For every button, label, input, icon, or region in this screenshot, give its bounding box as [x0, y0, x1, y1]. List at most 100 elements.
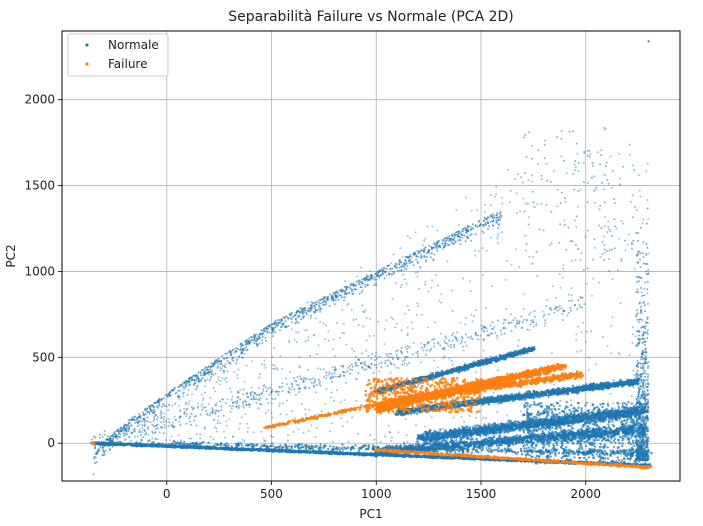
normale-point	[444, 335, 447, 338]
normale-point	[380, 273, 383, 276]
normale-point	[154, 410, 157, 413]
normale-point	[631, 216, 634, 219]
normale-point	[553, 311, 556, 314]
normale-point	[610, 324, 613, 327]
normale-point	[350, 290, 353, 293]
normale-point	[347, 302, 350, 305]
normale-point	[346, 420, 349, 423]
normale-point	[508, 321, 511, 324]
normale-point	[285, 383, 288, 386]
normale-point	[381, 271, 384, 274]
normale-point	[370, 357, 373, 360]
normale-point	[272, 335, 274, 338]
normale-point	[575, 142, 578, 145]
normale-point	[237, 391, 239, 394]
normale-point	[272, 435, 274, 438]
normale-point	[201, 377, 204, 379]
normale-point	[465, 344, 468, 347]
normale-point	[637, 387, 640, 390]
normale-point	[561, 276, 564, 279]
normale-point	[502, 322, 505, 325]
normale-point	[290, 318, 293, 321]
normale-point	[205, 368, 208, 371]
normale-point	[191, 377, 193, 380]
normale-point	[433, 253, 436, 256]
normale-point	[575, 339, 578, 342]
normale-point	[160, 425, 163, 428]
normale-point	[644, 375, 647, 378]
normale-point	[156, 427, 159, 430]
normale-point	[396, 266, 398, 269]
normale-point	[224, 352, 227, 355]
normale-point	[401, 352, 404, 355]
normale-point	[487, 334, 489, 337]
normale-point	[647, 373, 650, 376]
normale-point	[313, 334, 316, 337]
normale-point	[324, 403, 327, 405]
normale-point	[202, 368, 204, 371]
normale-point	[642, 387, 645, 390]
normale-point	[420, 254, 423, 256]
normale-point	[556, 309, 559, 312]
normale-point	[343, 399, 346, 401]
normale-point	[641, 338, 644, 341]
normale-point	[373, 359, 376, 361]
normale-point	[475, 362, 479, 366]
normale-point	[494, 357, 497, 361]
normale-point	[463, 421, 466, 423]
normale-point	[416, 355, 419, 358]
normale-point	[126, 433, 129, 436]
normale-point	[582, 181, 585, 184]
normale-point	[217, 376, 220, 379]
normale-point	[148, 412, 151, 415]
normale-point	[442, 248, 445, 251]
normale-point	[179, 389, 181, 392]
normale-point	[637, 250, 640, 253]
normale-point	[420, 361, 422, 364]
normale-point	[255, 393, 258, 396]
normale-point	[600, 227, 603, 229]
normale-point	[460, 236, 463, 239]
normale-point	[256, 343, 259, 346]
normale-point	[383, 328, 386, 331]
normale-point	[646, 419, 649, 422]
normale-point	[646, 376, 649, 378]
normale-point	[637, 174, 640, 177]
normale-point	[197, 405, 199, 408]
normale-point	[161, 397, 163, 400]
normale-point	[138, 417, 141, 420]
normale-point	[195, 379, 198, 382]
normale-point	[134, 421, 137, 424]
normale-point	[642, 252, 645, 255]
normale-point	[232, 348, 234, 351]
normale-point	[243, 440, 246, 443]
normale-point	[338, 289, 341, 292]
normale-point	[349, 284, 352, 286]
normale-point	[373, 438, 376, 441]
normale-point	[138, 423, 141, 426]
normale-point	[344, 280, 347, 283]
normale-point	[461, 337, 464, 340]
normale-point	[141, 427, 144, 429]
normale-point	[303, 308, 306, 311]
normale-point	[310, 424, 313, 427]
normale-point	[415, 424, 417, 426]
normale-point	[179, 384, 182, 387]
normale-point	[335, 368, 338, 371]
normale-point	[154, 427, 157, 430]
normale-point	[406, 235, 409, 238]
normale-point	[603, 225, 606, 228]
normale-point	[436, 371, 439, 374]
normale-point	[362, 325, 365, 328]
normale-point	[395, 356, 398, 359]
normale-point	[583, 151, 586, 154]
normale-point	[231, 395, 234, 398]
normale-point	[117, 435, 120, 438]
normale-point	[522, 318, 525, 321]
normale-point	[219, 369, 222, 372]
normale-point	[451, 241, 454, 244]
normale-point	[271, 332, 274, 334]
normale-point	[524, 202, 527, 205]
normale-point	[183, 407, 186, 410]
normale-point	[417, 255, 420, 258]
